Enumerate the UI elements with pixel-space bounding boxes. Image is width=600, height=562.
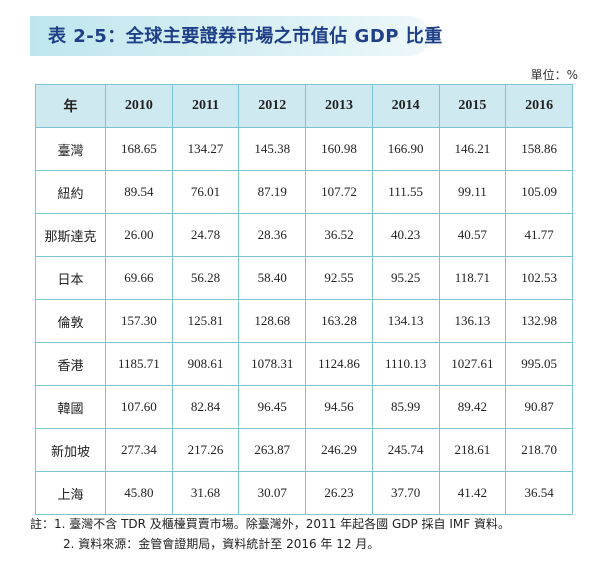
value-cell: 85.99 xyxy=(371,385,440,429)
table-row: 那斯達克 26.00 24.78 28.36 36.52 40.23 40.57 41.77 xyxy=(35,213,573,257)
value-cell: 277.34 xyxy=(105,428,173,472)
value-cell: 36.52 xyxy=(305,213,373,257)
value-cell: 96.45 xyxy=(238,385,307,429)
market-label: 紐約 xyxy=(35,170,106,214)
value-cell: 132.98 xyxy=(505,299,573,343)
value-cell: 95.25 xyxy=(371,256,440,300)
value-cell: 146.21 xyxy=(438,127,507,171)
value-cell: 136.13 xyxy=(438,299,507,343)
value-cell: 45.80 xyxy=(105,471,173,515)
value-cell: 145.38 xyxy=(238,127,307,171)
footnote-2: 2. 資料來源：金管會證期局，資料統計至 2016 年 12 月。 xyxy=(63,537,380,551)
value-cell: 36.54 xyxy=(505,471,573,515)
title-banner xyxy=(30,16,430,56)
value-cell: 118.71 xyxy=(438,256,507,300)
value-cell: 245.74 xyxy=(371,428,440,472)
value-cell: 90.87 xyxy=(505,385,573,429)
year-header: 2016 xyxy=(505,84,573,128)
unit-label: 單位：% xyxy=(530,68,578,82)
value-cell: 89.54 xyxy=(105,170,173,214)
value-cell: 1124.86 xyxy=(305,342,373,386)
value-cell: 31.68 xyxy=(171,471,240,515)
value-cell: 1027.61 xyxy=(438,342,507,386)
value-cell: 263.87 xyxy=(238,428,307,472)
value-cell: 82.84 xyxy=(171,385,240,429)
value-cell: 107.72 xyxy=(305,170,373,214)
table-row: 倫敦 157.30 125.81 128.68 163.28 134.13 136.13 13… xyxy=(35,299,573,343)
value-cell: 58.40 xyxy=(238,256,307,300)
value-cell: 40.57 xyxy=(438,213,507,257)
value-cell: 26.00 xyxy=(105,213,173,257)
value-cell: 99.11 xyxy=(438,170,507,214)
table-row: 香港 1185.71 908.61 1078.31 1124.86 1110.13 1027… xyxy=(35,342,573,386)
market-label: 新加坡 xyxy=(35,428,106,472)
table-body: 臺灣 168.65 134.27 145.38 160.98 166.90 146.21 15… xyxy=(35,127,573,515)
value-cell: 92.55 xyxy=(305,256,373,300)
value-cell: 28.36 xyxy=(238,213,307,257)
table-row: 上海 45.80 31.68 30.07 26.23 37.70 41.42 36.54 xyxy=(35,471,573,515)
corner-header: 年 xyxy=(35,84,106,128)
value-cell: 125.81 xyxy=(171,299,240,343)
value-cell: 134.27 xyxy=(171,127,240,171)
table-row: 日本 69.66 56.28 58.40 92.55 95.25 118.71 102.53 xyxy=(35,256,573,300)
market-label: 那斯達克 xyxy=(35,213,106,257)
value-cell: 69.66 xyxy=(105,256,173,300)
value-cell: 1185.71 xyxy=(105,342,173,386)
value-cell: 217.26 xyxy=(171,428,240,472)
footnotes: 註：1. 臺灣不含 TDR 及櫃檯買賣市場。除臺灣外，2011 年起各國 GDP… xyxy=(30,514,510,554)
value-cell: 107.60 xyxy=(105,385,173,429)
value-cell: 163.28 xyxy=(305,299,373,343)
market-label: 香港 xyxy=(35,342,106,386)
table-row: 臺灣 168.65 134.27 145.38 160.98 166.90 146.21 15… xyxy=(35,127,573,171)
value-cell: 26.23 xyxy=(305,471,373,515)
value-cell: 37.70 xyxy=(371,471,440,515)
value-cell: 134.13 xyxy=(371,299,440,343)
value-cell: 995.05 xyxy=(505,342,573,386)
value-cell: 105.09 xyxy=(505,170,573,214)
value-cell: 30.07 xyxy=(238,471,307,515)
market-label: 韓國 xyxy=(35,385,106,429)
year-header: 2014 xyxy=(371,84,440,128)
table-row: 新加坡 277.34 217.26 263.87 246.29 245.74 218.61 2… xyxy=(35,428,573,472)
value-cell: 246.29 xyxy=(305,428,373,472)
value-cell: 76.01 xyxy=(171,170,240,214)
table-title: 表 2-5：全球主要證券市場之市值佔 GDP 比重 xyxy=(48,26,443,47)
market-label: 上海 xyxy=(35,471,106,515)
value-cell: 24.78 xyxy=(171,213,240,257)
value-cell: 1078.31 xyxy=(238,342,307,386)
table-row: 紐約 89.54 76.01 87.19 107.72 111.55 99.11 105.09 xyxy=(35,170,573,214)
value-cell: 160.98 xyxy=(305,127,373,171)
value-cell: 41.77 xyxy=(505,213,573,257)
year-header: 2013 xyxy=(305,84,373,128)
market-label: 倫敦 xyxy=(35,299,106,343)
footnote-1: 註：1. 臺灣不含 TDR 及櫃檯買賣市場。除臺灣外，2011 年起各國 GDP… xyxy=(30,517,510,531)
value-cell: 102.53 xyxy=(505,256,573,300)
value-cell: 908.61 xyxy=(171,342,240,386)
value-cell: 40.23 xyxy=(371,213,440,257)
header-row: 年 2010 2011 2012 2013 2014 2015 2016 xyxy=(35,84,573,128)
value-cell: 218.61 xyxy=(438,428,507,472)
market-label: 日本 xyxy=(35,256,106,300)
value-cell: 128.68 xyxy=(238,299,307,343)
value-cell: 111.55 xyxy=(371,170,440,214)
value-cell: 158.86 xyxy=(505,127,573,171)
value-cell: 157.30 xyxy=(105,299,173,343)
table-row: 韓國 107.60 82.84 96.45 94.56 85.99 89.42 90.87 xyxy=(35,385,573,429)
year-header: 2012 xyxy=(238,84,307,128)
year-header: 2011 xyxy=(171,84,240,128)
year-header: 2015 xyxy=(438,84,507,128)
value-cell: 41.42 xyxy=(438,471,507,515)
value-cell: 218.70 xyxy=(505,428,573,472)
value-cell: 168.65 xyxy=(105,127,173,171)
year-header: 2010 xyxy=(105,84,173,128)
value-cell: 166.90 xyxy=(371,127,440,171)
market-label: 臺灣 xyxy=(35,127,106,171)
value-cell: 87.19 xyxy=(238,170,307,214)
market-cap-gdp-table: 年 2010 2011 2012 2013 2014 2015 2016 臺灣 1… xyxy=(35,84,573,515)
value-cell: 1110.13 xyxy=(371,342,440,386)
value-cell: 56.28 xyxy=(171,256,240,300)
value-cell: 89.42 xyxy=(438,385,507,429)
value-cell: 94.56 xyxy=(305,385,373,429)
